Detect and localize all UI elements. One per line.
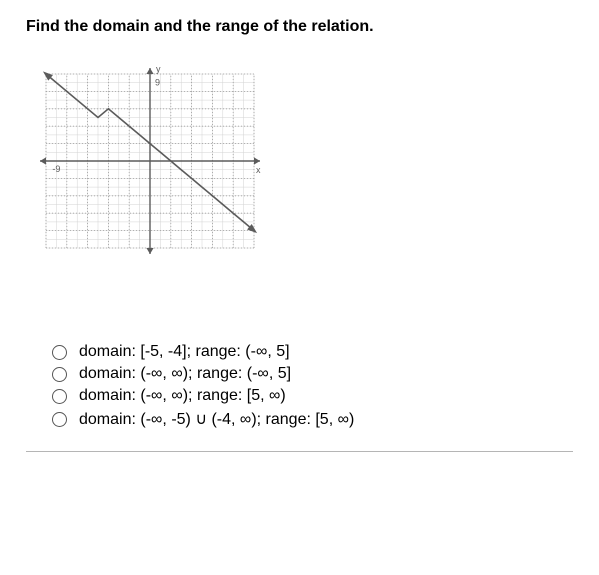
- radio-icon: [52, 367, 67, 382]
- option-a-label: domain: [-5, -4]; range: (-∞, 5]: [79, 343, 290, 361]
- page: Find the domain and the range of the rel…: [0, 0, 599, 575]
- option-a[interactable]: domain: [-5, -4]; range: (-∞, 5]: [52, 343, 573, 361]
- option-d-label: domain: (-∞, -5) ∪ (-4, ∞); range: [5, ∞…: [79, 409, 354, 429]
- option-b[interactable]: domain: (-∞, ∞); range: (-∞, 5]: [52, 365, 573, 383]
- svg-text:-9: -9: [52, 164, 60, 174]
- option-d[interactable]: domain: (-∞, -5) ∪ (-4, ∞); range: [5, ∞…: [52, 409, 573, 429]
- svg-text:9: 9: [155, 78, 160, 88]
- svg-text:y: y: [156, 64, 161, 74]
- option-c-label: domain: (-∞, ∞); range: [5, ∞): [79, 387, 286, 405]
- radio-icon: [52, 389, 67, 404]
- option-b-label: domain: (-∞, ∞); range: (-∞, 5]: [79, 365, 291, 383]
- svg-text:x: x: [256, 165, 261, 175]
- divider: [26, 451, 573, 452]
- radio-icon: [52, 345, 67, 360]
- radio-icon: [52, 412, 67, 427]
- answer-options: domain: [-5, -4]; range: (-∞, 5] domain:…: [52, 343, 573, 429]
- option-c[interactable]: domain: (-∞, ∞); range: [5, ∞): [52, 387, 573, 405]
- domain-range-chart: -9 9 x y: [36, 64, 264, 258]
- chart-container: -9 9 x y: [36, 64, 573, 263]
- question-text: Find the domain and the range of the rel…: [26, 18, 573, 36]
